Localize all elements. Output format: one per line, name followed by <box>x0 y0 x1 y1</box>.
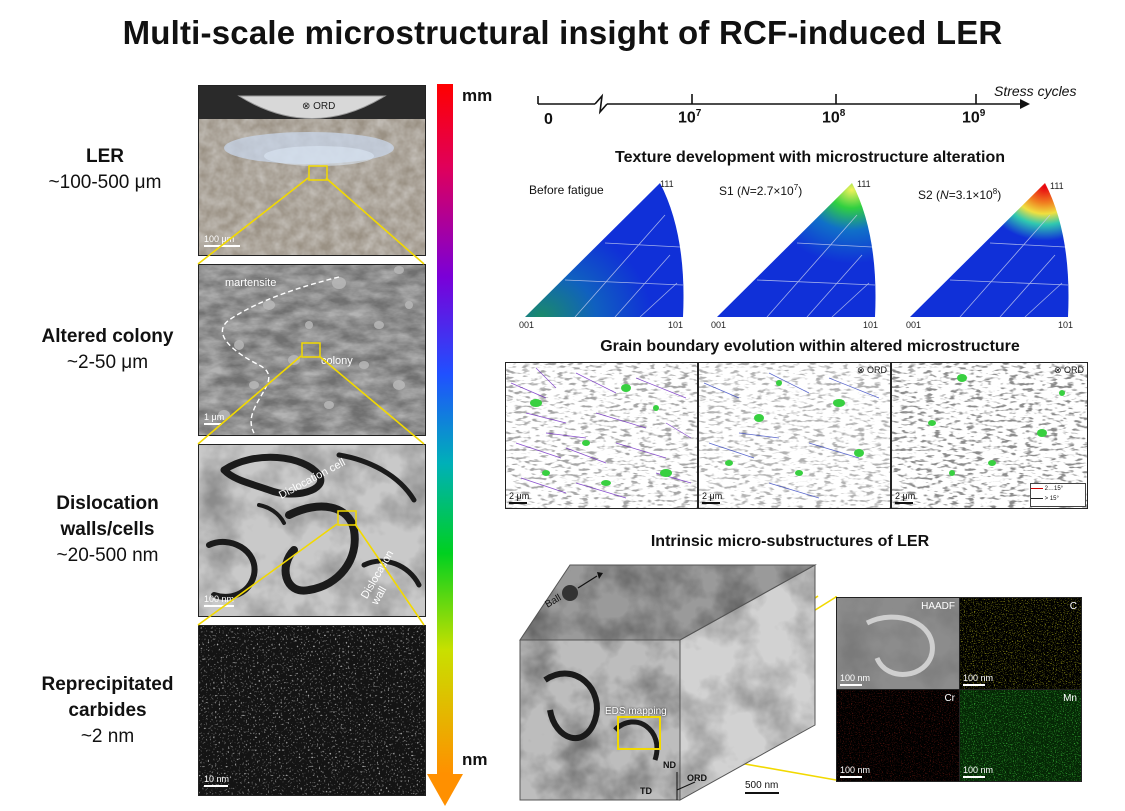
level-name-line2: carbides <box>68 700 147 721</box>
stress-axis-label: Stress cycles <box>994 83 1077 99</box>
ipf-corner-101: 101 <box>668 320 684 330</box>
legend-low-angle: 2…15° <box>1031 484 1085 494</box>
eds-map-haadf: HAADF 100 nm <box>836 597 960 690</box>
scale-bar-100nm: 100 nm <box>963 673 993 686</box>
tick-1e8: 108 <box>822 108 846 127</box>
ipf-before-fatigue: Before fatigue 111 001 101 <box>515 175 695 335</box>
ipf-corner-101: 101 <box>863 320 879 330</box>
ipf-label: S1 (N=2.7×107) <box>719 183 803 198</box>
level-size: ~100-500 μm <box>48 172 162 193</box>
grain-map-s1: ⊗ ORD 2 μm <box>698 362 891 509</box>
grain-map-before: 2 μm <box>505 362 698 509</box>
level-label-colony: Altered colony ~2-50 μm <box>10 324 205 376</box>
texture-heading: Texture development with microstructure … <box>614 149 1005 166</box>
ipf-s2: S2 (N=3.1×108) 111 001 101 <box>900 175 1080 335</box>
level-label-dislocation: Dislocation walls/cells ~20-500 nm <box>20 491 195 569</box>
scale-bar-100nm: 100 nm <box>963 765 993 778</box>
annot-martensite: martensite <box>225 277 277 289</box>
ipf-corner-111: 111 <box>1050 181 1064 191</box>
level-label-carbides: Reprecipitated carbides ~2 nm <box>15 672 200 750</box>
dislocation-micrograph: Dislocation cell Dislocation wall 100 nm <box>198 444 426 617</box>
tick-1e9: 109 <box>962 108 986 127</box>
level-size: ~2-50 μm <box>66 352 149 373</box>
level-name-line1: Reprecipitated <box>41 674 174 695</box>
ipf-corner-001: 001 <box>906 320 922 330</box>
tem-cube <box>519 564 817 801</box>
stress-axis <box>537 93 1030 115</box>
ipf-s1: S1 (N=2.7×107) 111 001 101 <box>707 175 887 335</box>
map-label: HAADF <box>921 601 955 612</box>
axis-nd: ND <box>663 760 676 770</box>
ipf-corner-101: 101 <box>1058 320 1074 330</box>
eds-label: EDS mapping <box>605 706 667 717</box>
figure-title: Multi-scale microstructural insight of R… <box>122 14 1003 51</box>
legend-high-angle: > 15° <box>1031 494 1085 504</box>
level-label-ler: LER ~100-500 μm <box>20 144 190 196</box>
map-label: Cr <box>944 693 955 704</box>
ord-tag: ⊗ ORD <box>856 365 887 375</box>
ord-tag: ⊗ ORD <box>302 101 336 112</box>
axis-td: TD <box>640 786 652 796</box>
axis-ord: ORD <box>687 773 707 783</box>
scale-bar-1um: 1 μm <box>204 412 224 425</box>
ipf-corner-111: 111 <box>857 179 871 189</box>
level-name: Altered colony <box>41 326 174 347</box>
scale-top-label: mm <box>462 86 493 105</box>
scale-bar-500nm: 500 nm <box>745 780 779 794</box>
scale-bar-100nm: 100 nm <box>840 765 870 778</box>
eds-map-mn: Mn 100 nm <box>959 689 1082 782</box>
tick-1e7: 107 <box>678 108 702 127</box>
grain-legend: 2…15° > 15° <box>1030 483 1086 507</box>
scale-bottom-label: nm <box>462 750 488 769</box>
level-size: ~20-500 nm <box>56 545 159 566</box>
scale-bar-100nm: 100 nm <box>204 594 234 607</box>
grain-map-s2: ⊗ ORD 2 μm 2…15° > 15° <box>891 362 1088 509</box>
level-name-line2: walls/cells <box>60 519 155 540</box>
intrinsic-heading: Intrinsic micro-substructures of LER <box>650 533 930 550</box>
ipf-corner-001: 001 <box>711 320 727 330</box>
colony-micrograph: martensite colony 1 μm <box>198 264 426 436</box>
ipf-label: S2 (N=3.1×108) <box>918 187 1002 202</box>
grain-heading: Grain boundary evolution within altered … <box>600 338 1020 355</box>
level-name: LER <box>86 146 124 167</box>
eds-map-c: C 100 nm <box>959 597 1082 690</box>
carbides-micrograph: 10 nm <box>198 625 426 796</box>
scale-bar-10nm: 10 nm <box>204 774 229 787</box>
scale-arrow <box>427 84 463 806</box>
eds-map-cr: Cr 100 nm <box>836 689 960 782</box>
ipf-corner-111: 111 <box>660 179 674 189</box>
ord-tag: ⊗ ORD <box>1053 365 1084 375</box>
ler-micrograph: ⊗ ORD 100 μm <box>198 85 426 256</box>
ipf-label: Before fatigue <box>529 183 604 197</box>
scale-bar-2um: 2 μm <box>702 491 722 504</box>
level-name-line1: Dislocation <box>56 493 159 514</box>
scale-bar-2um: 2 μm <box>509 491 529 504</box>
scale-bar-2um: 2 μm <box>895 491 915 504</box>
level-size: ~2 nm <box>80 726 135 747</box>
tick-0: 0 <box>544 111 553 128</box>
ipf-corner-001: 001 <box>519 320 535 330</box>
map-label: C <box>1069 601 1077 612</box>
map-label: Mn <box>1063 693 1077 704</box>
scale-bar-100nm: 100 nm <box>840 673 870 686</box>
